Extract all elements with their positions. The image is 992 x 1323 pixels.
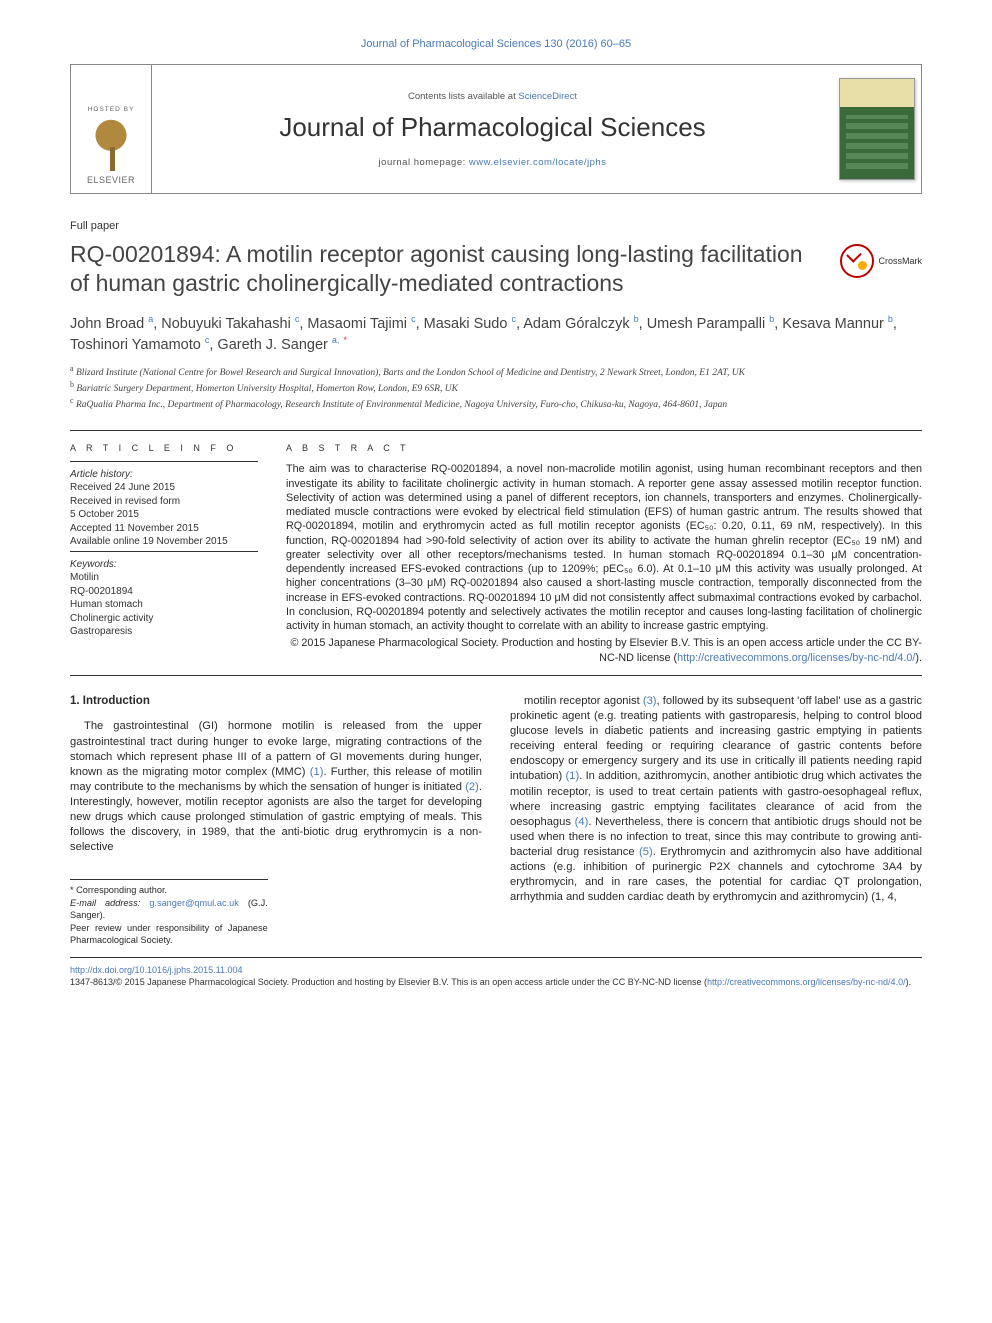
peer-review-note: Peer review under responsibility of Japa…: [70, 922, 268, 947]
footer-license-link[interactable]: http://creativecommons.org/licenses/by-n…: [707, 977, 906, 987]
issn-copyright: 1347-8613/© 2015 Japanese Pharmacologica…: [70, 977, 707, 987]
body-column-left: 1. Introduction The gastrointestinal (GI…: [70, 694, 482, 947]
publisher-block: HOSTED BY ELSEVIER: [71, 65, 152, 193]
sciencedirect-link[interactable]: ScienceDirect: [518, 91, 577, 102]
history-label: Article history:: [70, 469, 133, 480]
homepage-link[interactable]: www.elsevier.com/locate/jphs: [469, 157, 607, 168]
footer-suffix: ).: [906, 977, 912, 987]
authors-line: John Broad a, Nobuyuki Takahashi c, Masa…: [70, 313, 922, 356]
affiliation-b: b Bariatric Surgery Department, Homerton…: [70, 380, 922, 396]
history-line: Accepted 11 November 2015: [70, 523, 199, 534]
keyword: Motilin: [70, 572, 99, 583]
history-line: Received 24 June 2015: [70, 482, 175, 493]
keywords-block: Keywords: Motilin RQ-00201894 Human stom…: [70, 551, 258, 639]
article-info-column: A R T I C L E I N F O Article history: R…: [70, 431, 258, 665]
footnotes: * Corresponding author. E-mail address: …: [70, 879, 268, 946]
article-title: RQ-00201894: A motilin receptor agonist …: [70, 240, 824, 299]
cover-thumb-wrap: [833, 65, 921, 193]
keyword: Gastroparesis: [70, 626, 132, 637]
contents-prefix: Contents lists available at: [408, 91, 518, 102]
abstract-heading: A B S T R A C T: [286, 431, 922, 463]
article-type: Full paper: [70, 220, 922, 232]
article-info-heading: A R T I C L E I N F O: [70, 431, 258, 459]
homepage-prefix: journal homepage:: [379, 157, 469, 168]
body-column-right: motilin receptor agonist (3), followed b…: [510, 694, 922, 947]
keyword: Cholinergic activity: [70, 613, 153, 624]
keyword: RQ-00201894: [70, 586, 133, 597]
email-line: E-mail address: g.sanger@qmul.ac.uk (G.J…: [70, 897, 268, 922]
crossmark-badge[interactable]: CrossMark: [840, 244, 922, 278]
affiliation-c: c RaQualia Pharma Inc., Department of Ph…: [70, 396, 922, 412]
keyword: Human stomach: [70, 599, 143, 610]
masthead-center: Contents lists available at ScienceDirec…: [152, 65, 833, 193]
section-heading: 1. Introduction: [70, 694, 482, 710]
email-label: E-mail address:: [70, 898, 140, 908]
copyright-suffix: ).: [915, 652, 922, 664]
journal-name: Journal of Pharmacological Sciences: [279, 112, 705, 143]
affiliations: a Blizard Institute (National Centre for…: [70, 364, 922, 412]
doi-link[interactable]: http://dx.doi.org/10.1016/j.jphs.2015.11…: [70, 965, 242, 975]
journal-homepage-line: journal homepage: www.elsevier.com/locat…: [379, 157, 607, 168]
elsevier-tree-icon: [89, 115, 133, 173]
license-link[interactable]: http://creativecommons.org/licenses/by-n…: [677, 652, 915, 664]
affiliation-a: a Blizard Institute (National Centre for…: [70, 364, 922, 380]
abstract-column: A B S T R A C T The aim was to character…: [286, 431, 922, 665]
running-head: Journal of Pharmacological Sciences 130 …: [70, 38, 922, 50]
section-rule: [70, 675, 922, 676]
abstract-copyright: © 2015 Japanese Pharmacological Society.…: [286, 636, 922, 665]
email-link[interactable]: g.sanger@qmul.ac.uk: [149, 898, 239, 908]
abstract-body: The aim was to characterise RQ-00201894,…: [286, 462, 922, 633]
history-line: Available online 19 November 2015: [70, 536, 228, 547]
history-line: Received in revised form: [70, 496, 180, 507]
article-history-block: Article history: Received 24 June 2015 R…: [70, 461, 258, 549]
body-columns: 1. Introduction The gastrointestinal (GI…: [70, 694, 922, 947]
footer-block: http://dx.doi.org/10.1016/j.jphs.2015.11…: [70, 957, 922, 988]
crossmark-icon: [840, 244, 874, 278]
history-line: 5 October 2015: [70, 509, 139, 520]
corresponding-author: * Corresponding author.: [70, 884, 268, 896]
crossmark-label: CrossMark: [878, 256, 922, 266]
contents-available-line: Contents lists available at ScienceDirec…: [408, 91, 577, 102]
keywords-label: Keywords:: [70, 559, 117, 570]
hosted-by-label: HOSTED BY: [88, 106, 135, 113]
body-paragraph: The gastrointestinal (GI) hormone motili…: [70, 719, 482, 855]
journal-masthead: HOSTED BY ELSEVIER Contents lists availa…: [70, 64, 922, 194]
publisher-name: ELSEVIER: [87, 175, 135, 185]
journal-cover-thumbnail: [839, 78, 915, 180]
body-paragraph: motilin receptor agonist (3), followed b…: [510, 694, 922, 906]
